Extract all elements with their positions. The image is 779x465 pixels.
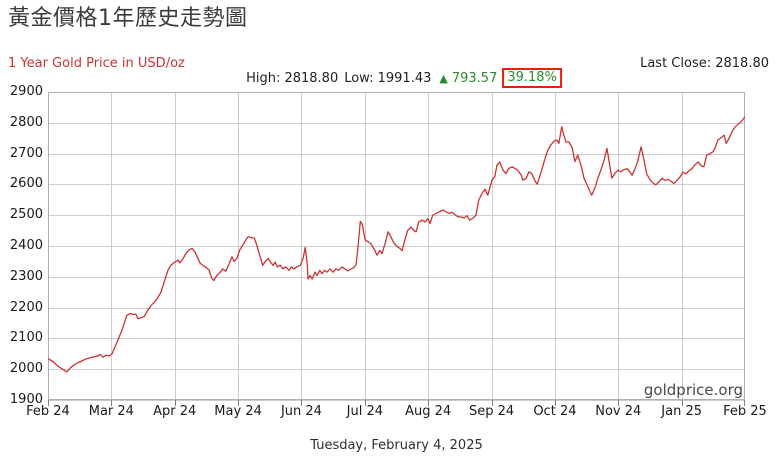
x-axis-label: Oct 24 (533, 404, 577, 419)
y-axis-label: 2400 (9, 238, 43, 253)
x-axis-label: Jan 25 (661, 404, 702, 419)
high-value: High: 2818.80 (246, 70, 339, 86)
y-axis-label: 2000 (9, 361, 43, 377)
change-percent-badge: 39.18% (502, 68, 562, 88)
plot-border (48, 92, 745, 400)
up-arrow-icon: ▲ (439, 71, 448, 85)
y-axis-label: 1900 (9, 392, 43, 407)
y-axis-label: 2500 (9, 207, 43, 223)
watermark: goldprice.org (643, 381, 743, 399)
low-value: Low: 1991.43 (344, 70, 432, 86)
high-low-summary: High: 2818.80 Low: 1991.43 ▲ 793.57 39.1… (246, 68, 562, 88)
gold-price-series-line (47, 116, 746, 373)
x-axis-label: Jun 24 (280, 404, 322, 419)
x-axis-label: Jul 24 (346, 404, 383, 419)
x-axis-label: Aug 24 (405, 404, 452, 419)
change-value: 793.57 (451, 70, 498, 86)
last-close-value: Last Close: 2818.80 (640, 56, 769, 71)
y-axis-label: 2600 (9, 176, 43, 192)
page-title: 黃金價格1年歷史走勢圖 (8, 6, 248, 31)
x-axis-label: Sep 24 (468, 404, 515, 419)
x-axis-label: Nov 24 (595, 404, 642, 419)
y-axis-label: 2300 (9, 268, 43, 284)
y-axis-label: 2800 (9, 114, 43, 130)
gold-price-line-chart (47, 92, 746, 406)
x-axis-label: Mar 24 (88, 404, 134, 419)
chart-date: Tuesday, February 4, 2025 (310, 438, 483, 453)
x-axis-label: May 24 (214, 404, 262, 419)
y-axis-label: 2900 (9, 84, 43, 99)
x-axis-label: Apr 24 (153, 404, 197, 419)
y-axis-label: 2200 (9, 299, 43, 315)
chart-subtitle: 1 Year Gold Price in USD/oz (8, 56, 185, 71)
y-axis-label: 2100 (9, 330, 43, 346)
y-axis-label: 2700 (9, 145, 43, 161)
x-axis-label: Feb 24 (26, 404, 70, 419)
x-axis-label: Feb 25 (723, 404, 767, 419)
chart-plot-area (47, 92, 746, 406)
